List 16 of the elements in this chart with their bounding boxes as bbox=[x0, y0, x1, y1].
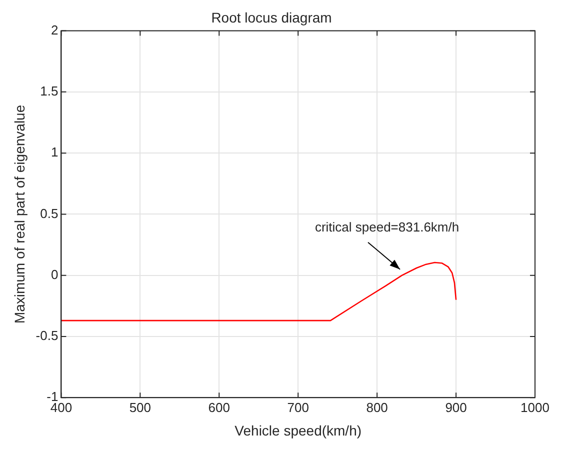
y-axis-title: Maximum of real part of eigenvalue bbox=[11, 104, 28, 324]
x-axis-title: Vehicle speed(km/h) bbox=[234, 422, 362, 438]
x-tick-label: 800 bbox=[366, 400, 388, 415]
y-tick-label: 1 bbox=[50, 144, 58, 160]
x-tick-label: 700 bbox=[287, 400, 309, 415]
y-tick-label: -0.5 bbox=[36, 328, 58, 344]
y-tick-label: 0.5 bbox=[40, 206, 58, 221]
annotation: critical speed=831.6km/h bbox=[314, 219, 460, 234]
x-tick-label: 500 bbox=[129, 400, 152, 415]
x-tick-label: 1000 bbox=[520, 400, 550, 415]
chart-title: Root locus diagram bbox=[211, 9, 332, 26]
x-tick-label: 900 bbox=[445, 400, 467, 415]
y-tick-label: 0 bbox=[50, 266, 58, 282]
y-tick-label: 1.5 bbox=[40, 84, 58, 99]
y-tick-label: 2 bbox=[50, 22, 58, 38]
x-tick-label: 600 bbox=[208, 400, 230, 415]
